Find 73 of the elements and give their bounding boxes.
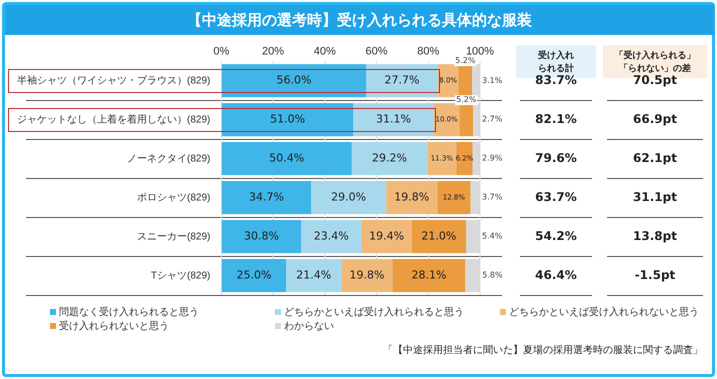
data-label: 21.4% xyxy=(296,268,332,282)
bar xyxy=(222,64,366,98)
text: 46.4% xyxy=(534,268,578,282)
text: 62.1pt xyxy=(632,150,678,165)
text: 63.7% xyxy=(534,190,578,204)
text: 13.8pt xyxy=(632,228,678,243)
bar xyxy=(386,181,438,214)
data-label: 21.0% xyxy=(421,229,456,242)
x-tick-label: 0% xyxy=(213,46,230,58)
bar xyxy=(366,64,438,98)
bar xyxy=(222,181,312,214)
legend-label: どちらかといえば受け入れられないと思う xyxy=(508,306,700,319)
text: -1.5pt xyxy=(634,268,676,282)
data-label: 3.1% xyxy=(482,76,503,85)
text: 82.1% xyxy=(534,112,578,126)
data-label: 30.8% xyxy=(244,229,279,242)
legend-label: わからない xyxy=(283,320,335,333)
text: 54.2% xyxy=(534,228,578,243)
text: 「【中途採用担当者に聞いた】夏場の採用選考時の服装に関する調査」 xyxy=(383,344,703,357)
data-label: 23.4% xyxy=(314,229,349,242)
bar xyxy=(460,103,474,136)
bar xyxy=(222,258,286,292)
data-label: 5.4% xyxy=(482,232,503,241)
bar xyxy=(301,220,362,254)
legend-label: 受け入れられないと思う xyxy=(58,320,170,333)
data-label: 28.1% xyxy=(411,268,446,282)
x-tick-label: 20% xyxy=(262,46,284,58)
bar xyxy=(437,181,470,214)
bar xyxy=(362,220,412,254)
bar xyxy=(222,220,302,254)
text: 31.1pt xyxy=(632,190,678,204)
data-label: 27.7% xyxy=(384,74,420,87)
y-tick-label: ノーネクタイ(829) xyxy=(126,153,210,164)
data-label: 29.2% xyxy=(372,151,407,164)
bar xyxy=(427,142,456,176)
y-tick-label: ジャケットなし（上着を着用しない）(829) xyxy=(16,113,210,126)
bar xyxy=(341,258,393,292)
y-tick-label: Tシャツ(829) xyxy=(150,270,210,282)
data-label: 19.4% xyxy=(369,229,404,242)
bar xyxy=(352,142,428,176)
data-label: 50.4% xyxy=(269,151,304,164)
data-label: 5.8% xyxy=(482,270,503,280)
y-tick-label: 半袖シャツ（ワイシャツ・ブラウス）(829) xyxy=(16,74,210,86)
bar xyxy=(286,258,342,292)
data-label: 5.2% xyxy=(455,56,476,66)
bar xyxy=(222,103,354,136)
data-label: 19.8% xyxy=(349,268,384,282)
data-label: 34.7% xyxy=(248,190,284,204)
bar xyxy=(311,181,386,214)
data-label: 29.0% xyxy=(331,190,366,204)
legend-label: 問題なく受け入れられると思う xyxy=(58,306,200,319)
data-label: 25.0% xyxy=(236,268,272,282)
data-label: 5.2% xyxy=(456,95,477,104)
text: 79.6% xyxy=(534,150,578,165)
data-label: 51.0% xyxy=(270,112,306,126)
data-label: 56.0% xyxy=(276,74,312,87)
y-tick-label: スニーカー(829) xyxy=(136,231,210,242)
data-label: 3.7% xyxy=(482,192,503,202)
data-label: 2.9% xyxy=(482,154,503,163)
legend-label: どちらかといえば受け入れられると思う xyxy=(283,306,465,319)
bar xyxy=(392,258,466,292)
x-tick-label: 100% xyxy=(466,46,494,58)
bar xyxy=(222,142,352,176)
text: 66.9pt xyxy=(632,112,678,126)
x-tick-label: 60% xyxy=(366,46,388,58)
x-tick-label: 40% xyxy=(314,46,336,58)
data-label: 19.8% xyxy=(394,190,430,204)
data-label: 2.7% xyxy=(482,114,503,124)
chart-title: 【中途採用の選考時】受け入れられる具体的な服装 xyxy=(5,5,714,35)
data-label: 31.1% xyxy=(376,112,411,126)
bar xyxy=(412,220,466,254)
x-tick-label: 80% xyxy=(417,46,440,58)
y-tick-label: ポロシャツ(829) xyxy=(136,192,210,204)
